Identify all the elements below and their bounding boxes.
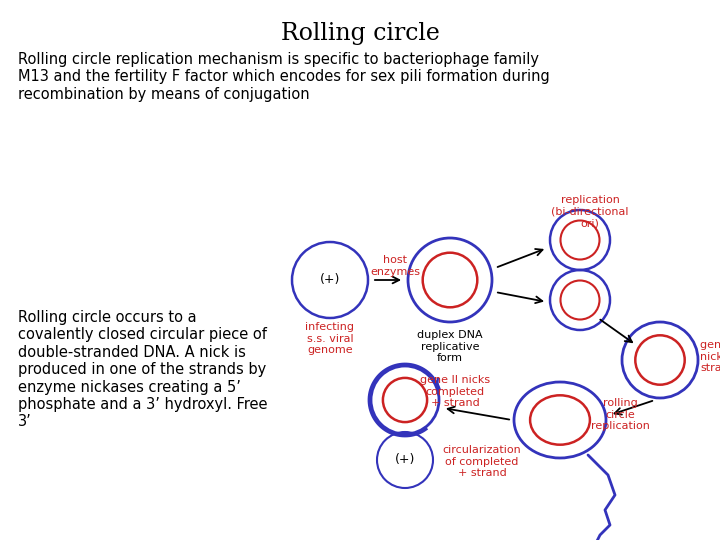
- Text: rolling
circle
replication: rolling circle replication: [590, 398, 649, 431]
- Text: (+): (+): [395, 454, 415, 467]
- Text: gene II nicks
completed
+ strand: gene II nicks completed + strand: [420, 375, 490, 408]
- Text: circularization
of completed
+ strand: circularization of completed + strand: [443, 445, 521, 478]
- Text: duplex DNA
replicative
form: duplex DNA replicative form: [417, 330, 483, 363]
- Text: infecting
s.s. viral
genome: infecting s.s. viral genome: [305, 322, 354, 355]
- Text: host
enzymes: host enzymes: [370, 255, 420, 276]
- Text: gene II
nicks +
strand: gene II nicks + strand: [700, 340, 720, 373]
- Text: Rolling circle occurs to a
covalently closed circular piece of
double-stranded D: Rolling circle occurs to a covalently cl…: [18, 310, 268, 429]
- Text: replication
(bi-directional
ori): replication (bi-directional ori): [552, 195, 629, 228]
- Text: Rolling circle: Rolling circle: [281, 22, 439, 45]
- Text: Rolling circle replication mechanism is specific to bacteriophage family
M13 and: Rolling circle replication mechanism is …: [18, 52, 550, 102]
- Text: (+): (+): [320, 273, 340, 287]
